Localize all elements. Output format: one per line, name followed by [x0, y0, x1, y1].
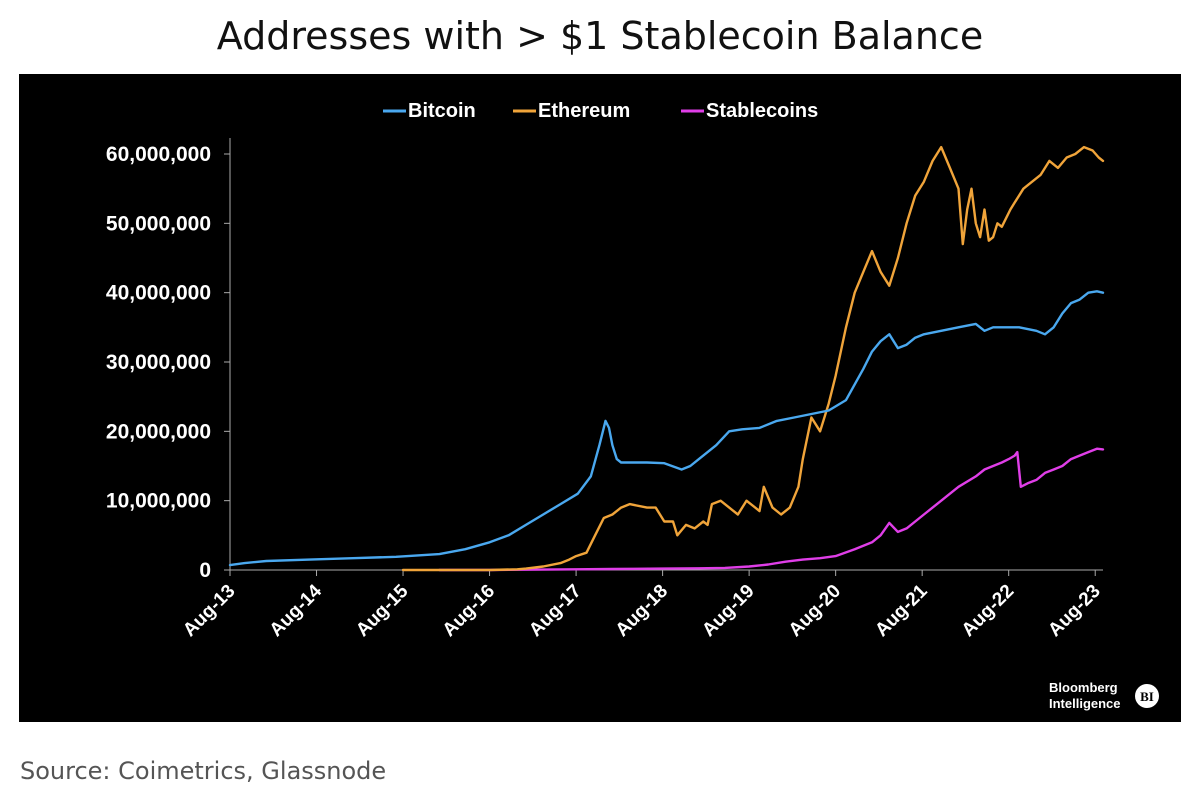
- y-tick-label: 20,000,000: [106, 420, 211, 443]
- x-tick-label: Aug-19: [698, 581, 758, 641]
- brand-line2: Intelligence: [1049, 696, 1121, 711]
- y-tick-label: 10,000,000: [106, 490, 211, 513]
- y-tick-label: 30,000,000: [106, 351, 211, 374]
- x-tick-label: Aug-22: [958, 581, 1018, 641]
- bloomberg-intelligence-logo: Bloomberg Intelligence BI: [1049, 680, 1159, 711]
- y-tick-label: 0: [199, 559, 211, 582]
- legend-item-stablecoins[interactable]: Stablecoins: [681, 100, 818, 122]
- x-tick-label: Aug-18: [612, 581, 672, 641]
- y-axis: 0 10,000,000 20,000,000 30,000,000 40,000,00…: [106, 138, 231, 582]
- source-note: Source: Coimetrics, Glassnode: [20, 757, 387, 785]
- x-tick-label: Aug-16: [439, 581, 499, 641]
- x-tick-label: Aug-13: [179, 581, 239, 641]
- series-line-bitcoin: [228, 290, 1105, 567]
- bi-badge-icon: [1135, 684, 1159, 708]
- x-axis: Aug-13 Aug-14 Aug-15 Aug-16 Aug-17 Aug-18 Aug-…: [179, 569, 1105, 641]
- legend-label-stablecoins: Stablecoins: [706, 100, 818, 122]
- series-line-stablecoins: [438, 447, 1105, 572]
- line-chart: Bitcoin Ethereum Stablecoins 0 10,000,000…: [106, 100, 1159, 711]
- x-tick-label: Aug-14: [266, 580, 327, 641]
- x-tick-label: Aug-21: [871, 580, 932, 641]
- y-tick-label: 50,000,000: [106, 212, 211, 235]
- brand-line1: Bloomberg: [1049, 680, 1118, 695]
- bi-badge-text: BI: [1140, 689, 1154, 704]
- x-tick-label: Aug-17: [525, 581, 585, 641]
- series-lines: [228, 145, 1105, 572]
- x-tick-label: Aug-23: [1044, 581, 1104, 641]
- legend-item-ethereum[interactable]: Ethereum: [513, 100, 630, 122]
- legend-label-ethereum: Ethereum: [538, 100, 630, 122]
- legend-label-bitcoin: Bitcoin: [408, 100, 476, 122]
- legend-item-bitcoin[interactable]: Bitcoin: [383, 100, 476, 122]
- series-line-ethereum: [401, 145, 1105, 572]
- x-tick-label: Aug-15: [352, 580, 413, 641]
- chart-panel: Bitcoin Ethereum Stablecoins 0 10,000,000…: [19, 74, 1181, 722]
- legend: Bitcoin Ethereum Stablecoins: [383, 100, 818, 122]
- y-tick-label: 40,000,000: [106, 282, 211, 305]
- x-tick-label: Aug-20: [785, 581, 845, 641]
- y-tick-label: 60,000,000: [106, 143, 211, 166]
- chart-title: Addresses with > $1 Stablecoin Balance: [216, 14, 984, 58]
